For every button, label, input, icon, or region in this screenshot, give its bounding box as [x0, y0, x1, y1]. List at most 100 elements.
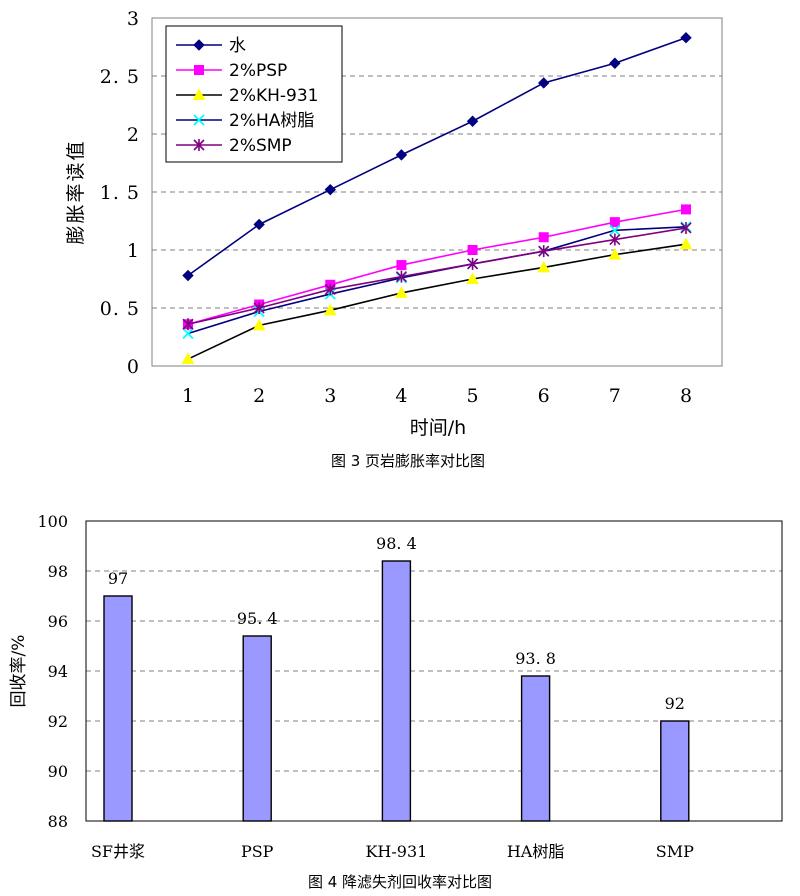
data-point	[608, 248, 622, 260]
x-tick-labels: 1 2 3 4 5 6 7 8	[182, 385, 692, 407]
data-point	[323, 303, 337, 316]
data-point	[467, 257, 479, 270]
series-line	[187, 208, 687, 326]
legend-marker	[193, 139, 205, 151]
y-axis-title: 回收率/%	[9, 635, 29, 708]
y-axis-title: 膨胀率读值	[65, 139, 87, 244]
bar-value-label: 97	[108, 569, 128, 588]
y-tick-label: 94	[48, 662, 68, 681]
x-tick-label: 2	[253, 385, 265, 407]
series-5	[182, 221, 692, 331]
data-point	[182, 318, 194, 331]
x-tick-labels: SF井浆 PSP KH-931 HA树脂 SMP	[91, 842, 694, 861]
data-point	[182, 327, 194, 340]
series-3	[181, 237, 693, 365]
legend-marker	[192, 88, 206, 100]
legend-label: 2%KH-931	[229, 86, 318, 106]
x-tick-label: 1	[182, 385, 194, 407]
series-1	[182, 32, 692, 282]
data-point	[609, 224, 621, 236]
x-tick-label: 4	[395, 385, 407, 407]
data-point	[182, 269, 194, 282]
data-point	[680, 32, 692, 44]
x-tick-label: 8	[680, 385, 692, 407]
data-point	[609, 57, 621, 69]
y-tick-label: 90	[48, 762, 68, 781]
y-tick-label: 0. 5	[100, 298, 140, 320]
data-point	[324, 283, 336, 296]
x-tick-label: HA树脂	[507, 842, 565, 861]
data-point	[538, 245, 550, 258]
x-tick-label: 5	[467, 385, 479, 407]
data-point	[466, 115, 479, 127]
y-tick-labels: 0 0. 5 1 1. 5 2 2. 5 3	[100, 8, 140, 378]
data-point	[396, 260, 407, 271]
y-tick-label: 96	[48, 612, 68, 631]
data-point	[395, 270, 407, 283]
x-tick-label: 7	[609, 385, 621, 407]
legend-item: 水	[176, 36, 246, 56]
data-point	[395, 286, 408, 298]
bar-value-label: 93. 8	[515, 649, 556, 668]
y-tick-label: 0	[127, 356, 140, 378]
bar	[381, 560, 412, 822]
data-point	[679, 237, 693, 250]
series-group	[181, 32, 693, 365]
bar	[520, 675, 551, 822]
bar-value-label: 92	[665, 694, 685, 713]
data-point	[466, 272, 479, 284]
data-point	[253, 302, 265, 314]
line-chart-svg: 0 0. 5 1 1. 5 2 2. 5 3 1 2 3 4 5 6 7 8 膨胀率读值 时间/h 图 3…	[65, 8, 723, 470]
x-tick-label: SF井浆	[91, 842, 145, 861]
x-tick-label: 3	[324, 385, 336, 407]
data-point	[537, 260, 551, 273]
data-point	[324, 183, 336, 196]
y-tick-label: 2	[127, 124, 140, 146]
y-tick-label: 3	[127, 8, 140, 30]
data-point	[253, 218, 265, 231]
legend-label: 2%PSP	[229, 61, 287, 81]
x-tick-label: 6	[538, 385, 550, 407]
y-tick-label: 100	[37, 512, 68, 531]
x-tick-label: SMP	[656, 842, 694, 861]
data-point	[680, 221, 692, 234]
series-line	[187, 243, 687, 360]
y-tick-label: 98	[48, 562, 68, 581]
legend-item: 2%PSP	[176, 61, 287, 81]
bar	[103, 595, 133, 822]
y-tick-label: 1. 5	[100, 182, 140, 204]
legend-label: 2%SMP	[229, 136, 292, 156]
y-tick-label: 1	[127, 240, 140, 262]
legend: 水 2%PSP 2%KH-931 2%HA树脂 2%SMP	[165, 25, 343, 163]
series-line	[187, 36, 687, 277]
legend-marker	[193, 39, 205, 51]
y-tick-label: 88	[48, 812, 68, 831]
y-tick-label: 2. 5	[100, 66, 140, 88]
data-point	[609, 217, 620, 228]
value-labels: 97 95. 4 98. 4 93. 8 92	[108, 534, 685, 713]
data-point	[467, 245, 478, 255]
data-point	[681, 204, 691, 215]
data-point	[609, 233, 621, 246]
plot-area	[85, 520, 783, 822]
x-tick-label: PSP	[241, 842, 274, 861]
bar-value-label: 98. 4	[376, 534, 417, 553]
bar-value-label: 95. 4	[237, 609, 278, 628]
series-line	[187, 227, 687, 326]
data-point	[181, 352, 195, 365]
legend-marker	[194, 65, 204, 75]
legend-box	[165, 25, 343, 163]
legend-item: 2%HA树脂	[176, 111, 314, 131]
figure-caption: 图 3 页岩膨胀率对比图	[331, 452, 485, 470]
x-axis-title: 时间/h	[410, 417, 466, 439]
y-tick-label: 92	[48, 712, 68, 731]
data-point	[395, 149, 408, 161]
figure-caption: 图 4 降滤失剂回收率对比图	[308, 873, 492, 891]
bars-group	[103, 560, 690, 822]
data-point	[538, 77, 550, 89]
legend-marker	[193, 114, 205, 126]
figure-4-bar-chart: 88 90 92 94 96 98 100 SF井浆 PSP KH-931 HA树脂 SMP 97 9…	[0, 480, 800, 896]
bar	[660, 720, 690, 822]
data-point	[252, 318, 266, 331]
